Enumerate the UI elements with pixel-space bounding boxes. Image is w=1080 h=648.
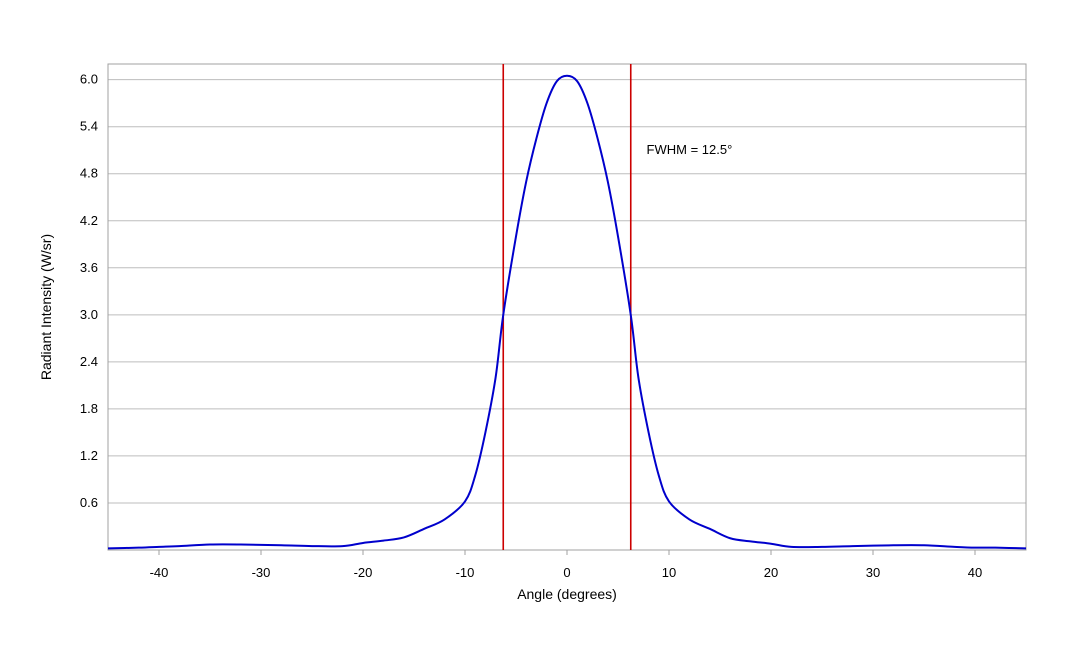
x-tick-label: -40 [150, 565, 169, 580]
y-tick-label: 4.2 [80, 213, 98, 228]
y-tick-label: 1.2 [80, 448, 98, 463]
y-tick-label: 6.0 [80, 72, 98, 87]
y-tick-label: 3.6 [80, 260, 98, 275]
y-tick-label: 4.8 [80, 166, 98, 181]
x-tick-label: -30 [252, 565, 271, 580]
y-tick-label: 5.4 [80, 119, 98, 134]
x-tick-label: -20 [354, 565, 373, 580]
x-axis-label: Angle (degrees) [517, 586, 617, 602]
x-axis-ticks: -40 -30 -20 -10 0 10 20 30 40 [150, 550, 982, 580]
fwhm-annotation: FWHM = 12.5° [647, 142, 733, 157]
fwhm-markers [502, 64, 632, 550]
y-tick-label: 3.0 [80, 307, 98, 322]
grid-lines [108, 79, 1026, 504]
y-axis-ticks: 0.6 1.2 1.8 2.4 3.0 3.6 4.2 4.8 5.4 6.0 [80, 72, 98, 510]
y-tick-label: 0.6 [80, 495, 98, 510]
x-tick-label: -10 [456, 565, 475, 580]
x-tick-label: 30 [866, 565, 880, 580]
x-tick-label: 20 [764, 565, 778, 580]
plot-area-frame [107, 63, 1027, 551]
y-tick-label: 1.8 [80, 401, 98, 416]
x-tick-label: 40 [968, 565, 982, 580]
y-axis-label: Radiant Intensity (W/sr) [38, 234, 54, 380]
x-tick-label: 10 [662, 565, 676, 580]
series-line [107, 74, 1027, 550]
y-tick-label: 2.4 [80, 354, 98, 369]
x-tick-label: 0 [563, 565, 570, 580]
